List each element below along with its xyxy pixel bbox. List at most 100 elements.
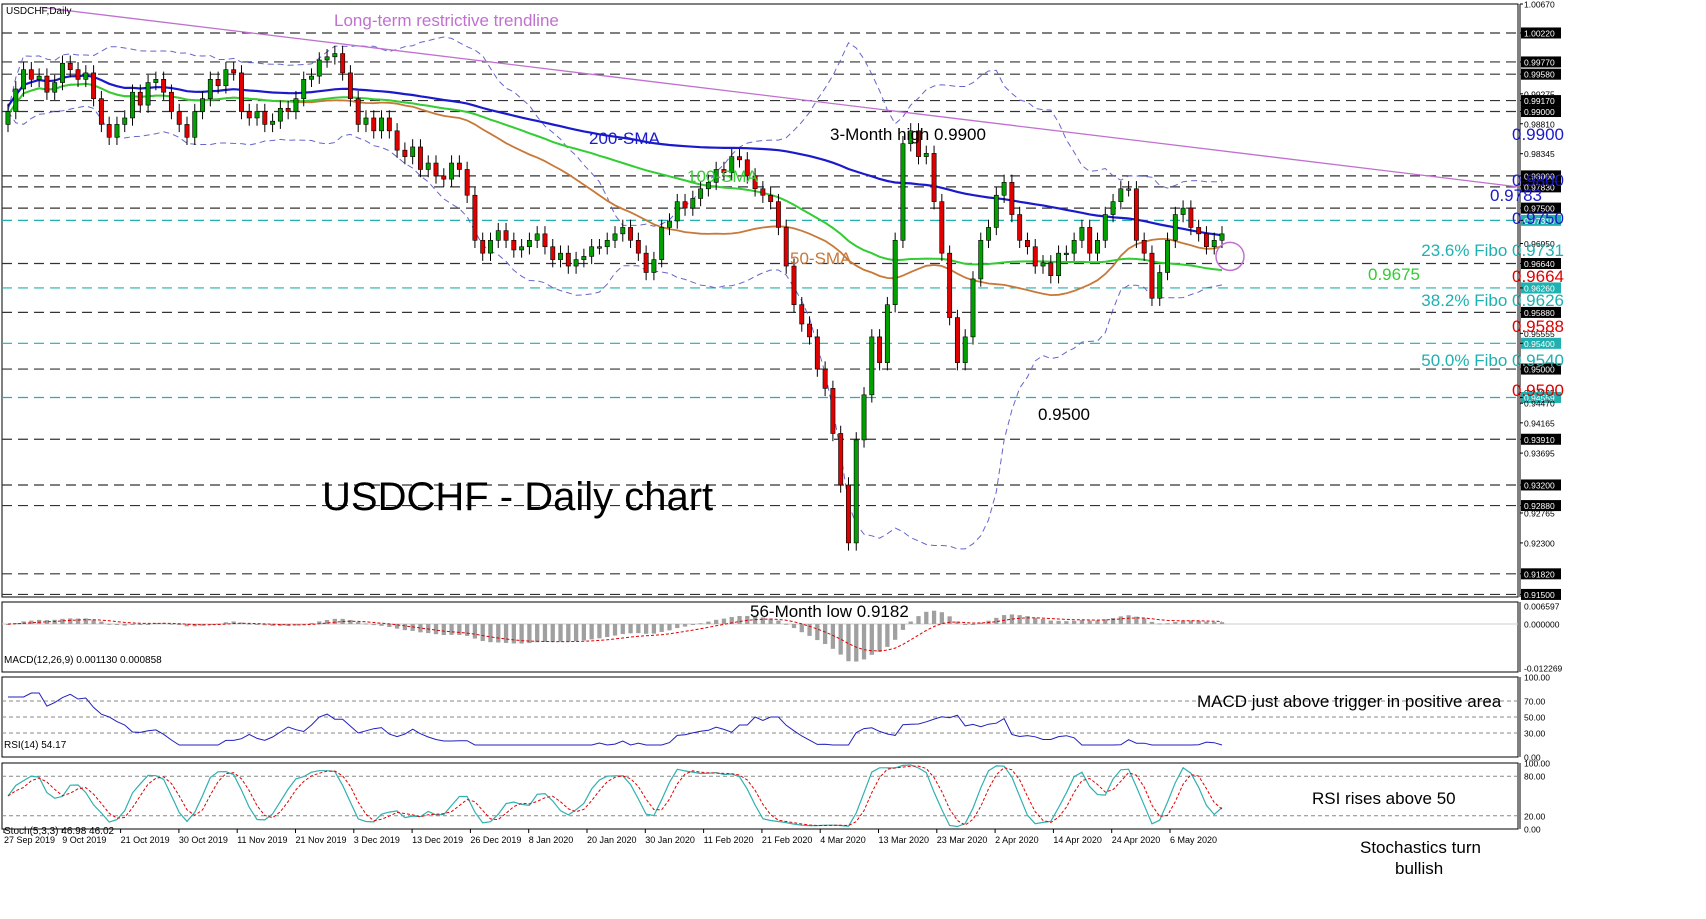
candle-body — [1087, 227, 1093, 254]
candle-body — [1172, 214, 1178, 241]
y-tick-label: 0.97830 — [1524, 182, 1555, 192]
y-tick-label: 0.96260 — [1524, 283, 1555, 293]
macd-bar — [799, 624, 804, 633]
macd-bar — [947, 616, 952, 624]
macd-bar — [643, 624, 649, 634]
macd-bar — [1165, 623, 1170, 625]
candle-body — [853, 439, 859, 544]
candle-body — [643, 252, 649, 273]
level-tag — [1521, 363, 1561, 375]
macd-bar — [75, 618, 81, 624]
candle-body — [394, 130, 400, 151]
macd-bar — [1079, 620, 1085, 624]
macd-bar — [978, 622, 983, 624]
candle-body — [752, 175, 758, 190]
candle-body — [223, 69, 229, 87]
macd-bar — [931, 610, 937, 624]
candle-body — [67, 62, 73, 70]
candle-body — [892, 239, 898, 305]
macd-bar — [729, 617, 734, 624]
macd-bar — [854, 624, 859, 662]
macd-bar — [1126, 615, 1131, 624]
candle-body — [1141, 239, 1147, 254]
macd-signal-line — [7, 617, 1223, 652]
macd-bar — [566, 624, 571, 642]
y-tick-label: 0.95555 — [1524, 329, 1555, 339]
trendline-label: Long-term restrictive trendline — [334, 11, 559, 30]
candle-body — [542, 233, 548, 248]
macd-bar — [511, 624, 516, 644]
macd-y-tick-label: -0.012269 — [1524, 664, 1563, 674]
macd-bar — [675, 624, 680, 629]
right-label-0-9750: 0.9750 — [1512, 209, 1564, 228]
stoch-annotation-line2: bullish — [1395, 859, 1443, 878]
candle-body — [799, 304, 805, 325]
candle-body — [386, 117, 392, 132]
macd-bar — [846, 624, 851, 662]
candle-body — [464, 169, 470, 196]
candle-body — [98, 98, 104, 125]
macd-bar — [1095, 620, 1100, 624]
y-tick-label: 0.99580 — [1524, 70, 1555, 80]
macd-y-tick-label: 0.006597 — [1524, 602, 1560, 612]
level-tag — [1521, 95, 1561, 107]
candle-body — [775, 201, 781, 228]
candle-body — [511, 239, 517, 251]
x-tick-label: 21 Oct 2019 — [121, 835, 170, 845]
y-tick-label: 0.99275 — [1524, 89, 1555, 99]
candle-body — [573, 259, 579, 267]
macd-bar — [605, 624, 610, 638]
candle-body — [324, 56, 330, 61]
y-tick-label: 0.92300 — [1524, 538, 1555, 548]
y-tick-label: 0.96640 — [1524, 259, 1555, 269]
candle-body — [495, 230, 501, 241]
macd-bar — [1142, 618, 1147, 624]
rsi-annotation: RSI rises above 50 — [1312, 789, 1456, 808]
three-month-high-label: 3-Month high 0.9900 — [830, 125, 986, 144]
candle-body — [768, 194, 774, 202]
macd-bar — [542, 624, 548, 642]
candle-body — [1095, 239, 1100, 254]
macd-bar — [690, 624, 695, 625]
candle-body — [651, 259, 657, 273]
macd-bar — [550, 624, 555, 643]
macd-bar — [1103, 619, 1108, 624]
macd-bar — [535, 624, 540, 643]
candle-body — [830, 388, 836, 434]
x-tick-label: 24 Apr 2020 — [1112, 835, 1161, 845]
candle-body — [1126, 188, 1132, 191]
level-tag — [1521, 433, 1561, 445]
candle-body — [900, 143, 906, 241]
y-tick-label: 1.00670 — [1524, 0, 1555, 10]
macd-bar — [970, 624, 976, 625]
x-tick-label: 6 May 2020 — [1170, 835, 1217, 845]
macd-bar — [1001, 615, 1007, 624]
stoch-y-tick-label: 80.00 — [1524, 772, 1546, 782]
candle-body — [550, 246, 556, 260]
macd-bar — [861, 624, 867, 660]
macd-bar — [1118, 616, 1123, 624]
level-tag — [1521, 306, 1561, 318]
macd-bar — [752, 616, 758, 624]
candle-body — [200, 98, 205, 112]
candle-body — [978, 239, 984, 280]
stoch-y-tick-label: 0.00 — [1524, 825, 1541, 835]
y-tick-label: 0.98000 — [1524, 171, 1555, 181]
candle-body — [1203, 233, 1209, 248]
candle-body — [1211, 239, 1217, 248]
candle-body — [239, 72, 244, 112]
candle-body — [21, 69, 27, 90]
macd-bar — [1048, 620, 1053, 624]
candle-body — [36, 75, 42, 80]
trendline — [39, 6, 1519, 188]
y-tick-label: 0.95880 — [1524, 308, 1555, 318]
macd-bar — [955, 621, 960, 624]
candle-body — [698, 188, 704, 199]
candle-body — [877, 336, 883, 363]
candle-body — [1040, 262, 1046, 267]
macd-bar — [1110, 617, 1116, 624]
candle-body — [254, 111, 260, 119]
candle-body — [1157, 272, 1163, 299]
y-tick-label: 0.99770 — [1524, 57, 1555, 67]
macd-bar — [402, 624, 408, 631]
